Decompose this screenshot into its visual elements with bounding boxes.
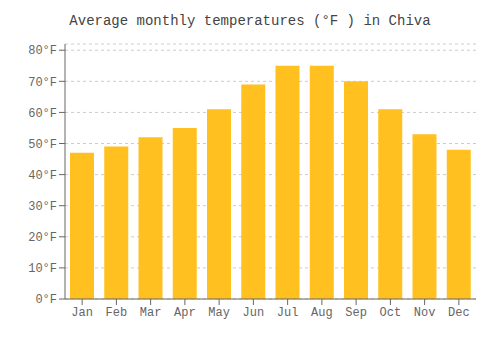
svg-text:May: May [208, 306, 230, 320]
svg-text:Oct: Oct [380, 306, 402, 320]
svg-text:Mar: Mar [140, 306, 162, 320]
svg-text:Sep: Sep [345, 306, 367, 320]
svg-text:80°F: 80°F [28, 44, 57, 58]
svg-text:70°F: 70°F [28, 76, 57, 90]
svg-text:30°F: 30°F [28, 200, 57, 214]
svg-text:Aug: Aug [311, 306, 333, 320]
svg-text:Jun: Jun [243, 306, 265, 320]
svg-text:0°F: 0°F [35, 293, 57, 307]
svg-text:50°F: 50°F [28, 138, 57, 152]
html-text:Average monthly temperatures (: Average monthly temperatures (°F ) in Ch… [69, 13, 431, 29]
svg-text:10°F: 10°F [28, 262, 57, 276]
svg-text:Nov: Nov [414, 306, 436, 320]
svg-text:Jan: Jan [71, 306, 93, 320]
svg-text:Dec: Dec [448, 306, 470, 320]
svg-text:Jul: Jul [277, 306, 299, 320]
svg-text:Feb: Feb [106, 306, 128, 320]
svg-text:40°F: 40°F [28, 169, 57, 183]
svg-text:Apr: Apr [174, 306, 196, 320]
svg-text:20°F: 20°F [28, 231, 57, 245]
svg-text:60°F: 60°F [28, 107, 57, 121]
